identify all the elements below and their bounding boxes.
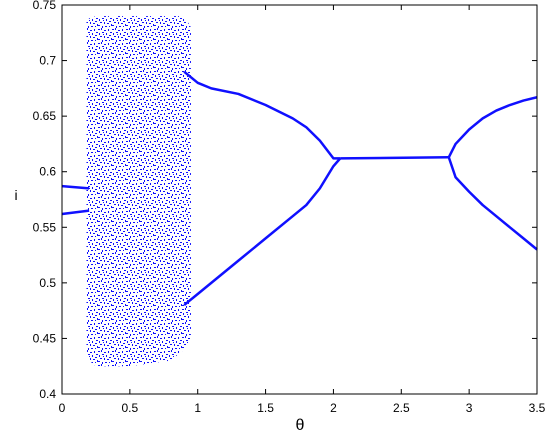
branch-line <box>447 96 538 158</box>
branch-line <box>61 209 90 216</box>
x-tick-label: 1.5 <box>257 401 274 415</box>
y-tick-label: 0.6 <box>39 165 56 179</box>
y-tick-label: 0.75 <box>33 0 57 12</box>
chaotic-region <box>86 16 191 367</box>
y-tick-label: 0.5 <box>39 276 56 290</box>
x-tick-label: 0 <box>59 401 66 415</box>
branch-line <box>340 156 449 160</box>
y-tick-label: 0.65 <box>33 109 57 123</box>
x-axis-label: θ <box>296 417 305 434</box>
x-tick-label: 3 <box>466 401 473 415</box>
x-tick-label: 1 <box>194 401 201 415</box>
y-tick-label: 0.7 <box>39 54 56 68</box>
y-tick-label: 0.4 <box>39 387 56 401</box>
branch-line <box>183 70 341 160</box>
x-tick-label: 3.5 <box>529 401 546 415</box>
x-tick-label: 0.5 <box>122 401 139 415</box>
branch-line <box>61 184 90 190</box>
y-axis-label: i <box>14 187 17 203</box>
branch-line <box>183 157 342 307</box>
y-tick-label: 0.55 <box>33 220 57 234</box>
x-tick-label: 2.5 <box>393 401 410 415</box>
plot-frame <box>61 4 538 395</box>
branch-line <box>447 156 538 251</box>
y-tick-label: 0.45 <box>33 331 57 345</box>
x-tick-label: 2 <box>330 401 337 415</box>
